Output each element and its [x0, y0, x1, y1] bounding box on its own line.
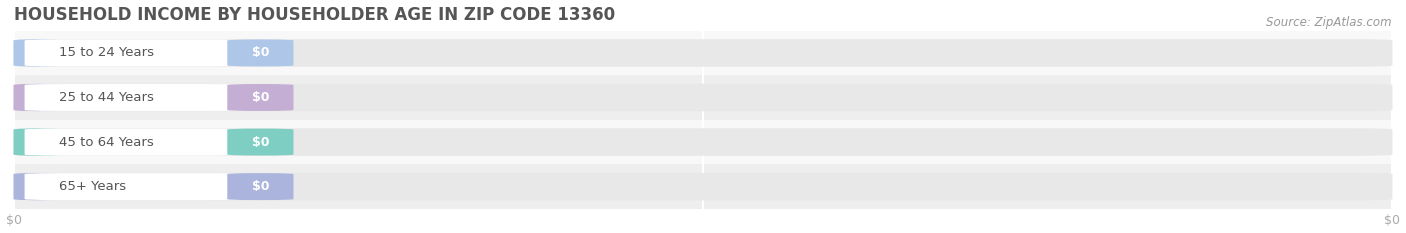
FancyBboxPatch shape: [24, 129, 238, 155]
FancyBboxPatch shape: [24, 173, 238, 200]
FancyBboxPatch shape: [14, 39, 1392, 67]
FancyBboxPatch shape: [228, 173, 294, 200]
Text: 65+ Years: 65+ Years: [59, 180, 127, 193]
FancyBboxPatch shape: [14, 128, 60, 156]
Bar: [14, 164, 1392, 209]
Text: HOUSEHOLD INCOME BY HOUSEHOLDER AGE IN ZIP CODE 13360: HOUSEHOLD INCOME BY HOUSEHOLDER AGE IN Z…: [14, 6, 614, 24]
FancyBboxPatch shape: [14, 173, 1392, 200]
FancyBboxPatch shape: [14, 128, 1392, 156]
FancyBboxPatch shape: [14, 84, 60, 111]
Text: 45 to 64 Years: 45 to 64 Years: [59, 136, 153, 149]
Text: $0: $0: [252, 180, 269, 193]
Text: Source: ZipAtlas.com: Source: ZipAtlas.com: [1267, 16, 1392, 29]
FancyBboxPatch shape: [14, 39, 60, 67]
FancyBboxPatch shape: [24, 39, 238, 66]
Bar: [14, 75, 1392, 120]
FancyBboxPatch shape: [228, 129, 294, 155]
FancyBboxPatch shape: [24, 84, 238, 111]
Bar: [14, 31, 1392, 75]
Text: $0: $0: [252, 46, 269, 59]
Text: 15 to 24 Years: 15 to 24 Years: [59, 46, 155, 59]
Text: $0: $0: [252, 91, 269, 104]
Text: 25 to 44 Years: 25 to 44 Years: [59, 91, 153, 104]
FancyBboxPatch shape: [228, 84, 294, 111]
FancyBboxPatch shape: [14, 84, 1392, 111]
Text: $0: $0: [252, 136, 269, 149]
FancyBboxPatch shape: [14, 173, 60, 200]
FancyBboxPatch shape: [228, 39, 294, 66]
Bar: [14, 120, 1392, 164]
